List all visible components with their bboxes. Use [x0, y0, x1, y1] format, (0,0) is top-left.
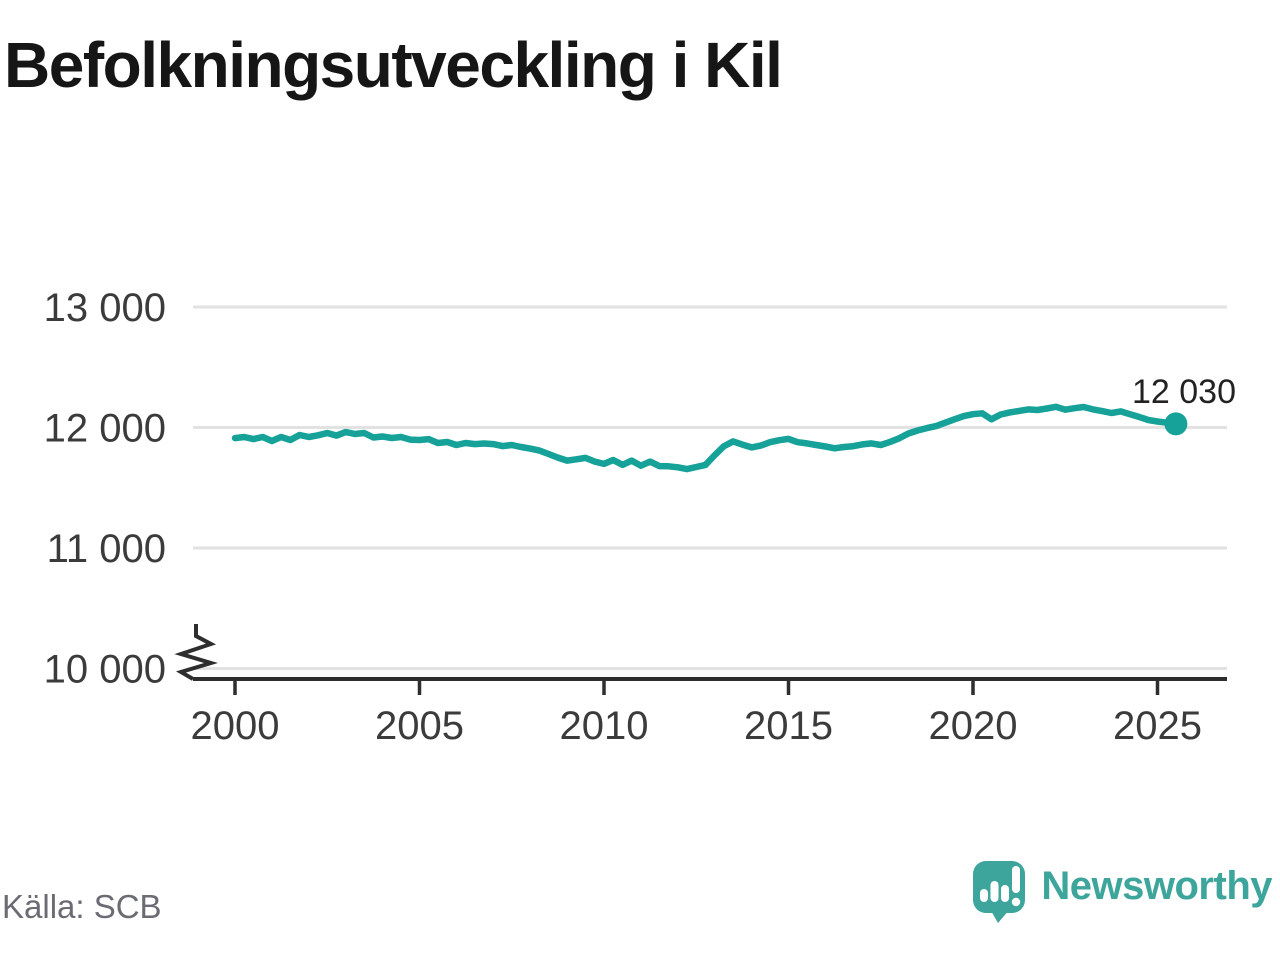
chart-title: Befolkningsutveckling i Kil	[4, 29, 783, 101]
last-point-marker	[1164, 412, 1188, 436]
x-axis-tick-label: 2010	[560, 704, 649, 748]
y-axis-tick-label: 13 000	[44, 286, 166, 330]
newsworthy-wordmark: Newsworthy	[1041, 863, 1272, 908]
last-value-label: 12 030	[1132, 373, 1236, 411]
axis-break-icon	[174, 624, 218, 681]
x-axis-tick-label: 2015	[744, 704, 833, 748]
y-axis-tick-label: 10 000	[44, 648, 166, 692]
newsworthy-logo: Newsworthy	[972, 860, 1272, 925]
population-line	[231, 403, 1180, 473]
y-axis-tick-label: 12 000	[44, 407, 166, 451]
x-axis-tick-label: 2025	[1113, 704, 1202, 748]
x-axis-tick-label: 2020	[929, 704, 1018, 748]
newsworthy-logo-icon	[973, 861, 1026, 923]
y-axis-tick-label: 11 000	[47, 527, 166, 571]
x-axis-tick-label: 2005	[375, 704, 464, 748]
x-axis-tick-label: 2000	[191, 704, 280, 748]
source-label: Källa: SCB	[2, 888, 162, 925]
